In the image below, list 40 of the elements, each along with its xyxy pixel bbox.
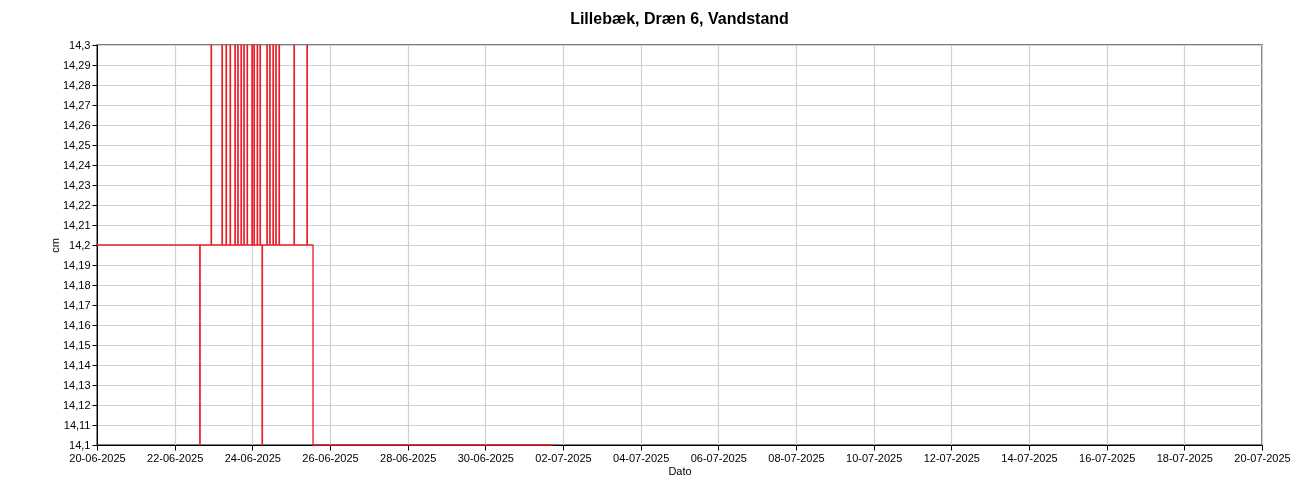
y-tick-label: 14,15 xyxy=(62,338,91,351)
x-tick-label: 30-06-2025 xyxy=(457,451,514,464)
x-tick-label: 26-06-2025 xyxy=(302,451,359,464)
y-tick-label: 14,22 xyxy=(62,198,91,211)
chart-title: Lillebæk, Dræn 6, Vandstand xyxy=(570,10,789,27)
x-tick-label: 12-07-2025 xyxy=(923,451,980,464)
y-tick-label: 14,18 xyxy=(62,278,91,291)
y-tick-label: 14,23 xyxy=(62,178,91,191)
x-tick-label: 08-07-2025 xyxy=(768,451,825,464)
y-tick-label: 14,28 xyxy=(62,78,91,91)
y-tick-label: 14,12 xyxy=(62,398,91,411)
x-tick-label: 24-06-2025 xyxy=(224,451,281,464)
y-tick-label: 14,25 xyxy=(62,138,91,151)
y-axis-title: cm xyxy=(48,238,61,253)
y-tick-label: 14,16 xyxy=(62,318,91,331)
y-tick-label: 14,24 xyxy=(62,158,91,171)
x-tick-label: 04-07-2025 xyxy=(613,451,670,464)
y-tick-label: 14,26 xyxy=(62,118,91,131)
y-tick-label: 14,27 xyxy=(62,98,91,111)
y-tick-label: 14,2 xyxy=(69,238,91,251)
x-tick-label: 22-06-2025 xyxy=(147,451,204,464)
y-tick-label: 14,19 xyxy=(62,258,91,271)
x-tick-label: 02-07-2025 xyxy=(535,451,592,464)
x-tick-label: 16-07-2025 xyxy=(1079,451,1136,464)
y-tick-label: 14,29 xyxy=(62,58,91,71)
y-tick-label: 14,3 xyxy=(69,38,91,51)
y-tick-label: 14,14 xyxy=(62,358,91,371)
y-tick-label: 14,11 xyxy=(63,418,91,431)
x-tick-label: 06-07-2025 xyxy=(690,451,747,464)
y-tick-label: 14,21 xyxy=(62,218,91,231)
x-tick-label: 10-07-2025 xyxy=(846,451,903,464)
x-tick-label: 28-06-2025 xyxy=(380,451,437,464)
y-tick-label: 14,17 xyxy=(62,298,91,311)
y-tick-label: 14,13 xyxy=(62,378,91,391)
x-tick-label: 18-07-2025 xyxy=(1156,451,1213,464)
y-tick-label: 14,1 xyxy=(69,438,91,451)
x-tick-label: 20-06-2025 xyxy=(69,451,126,464)
x-tick-label: 20-07-2025 xyxy=(1234,451,1291,464)
x-axis-title: Dato xyxy=(668,464,692,477)
x-tick-label: 14-07-2025 xyxy=(1001,451,1058,464)
